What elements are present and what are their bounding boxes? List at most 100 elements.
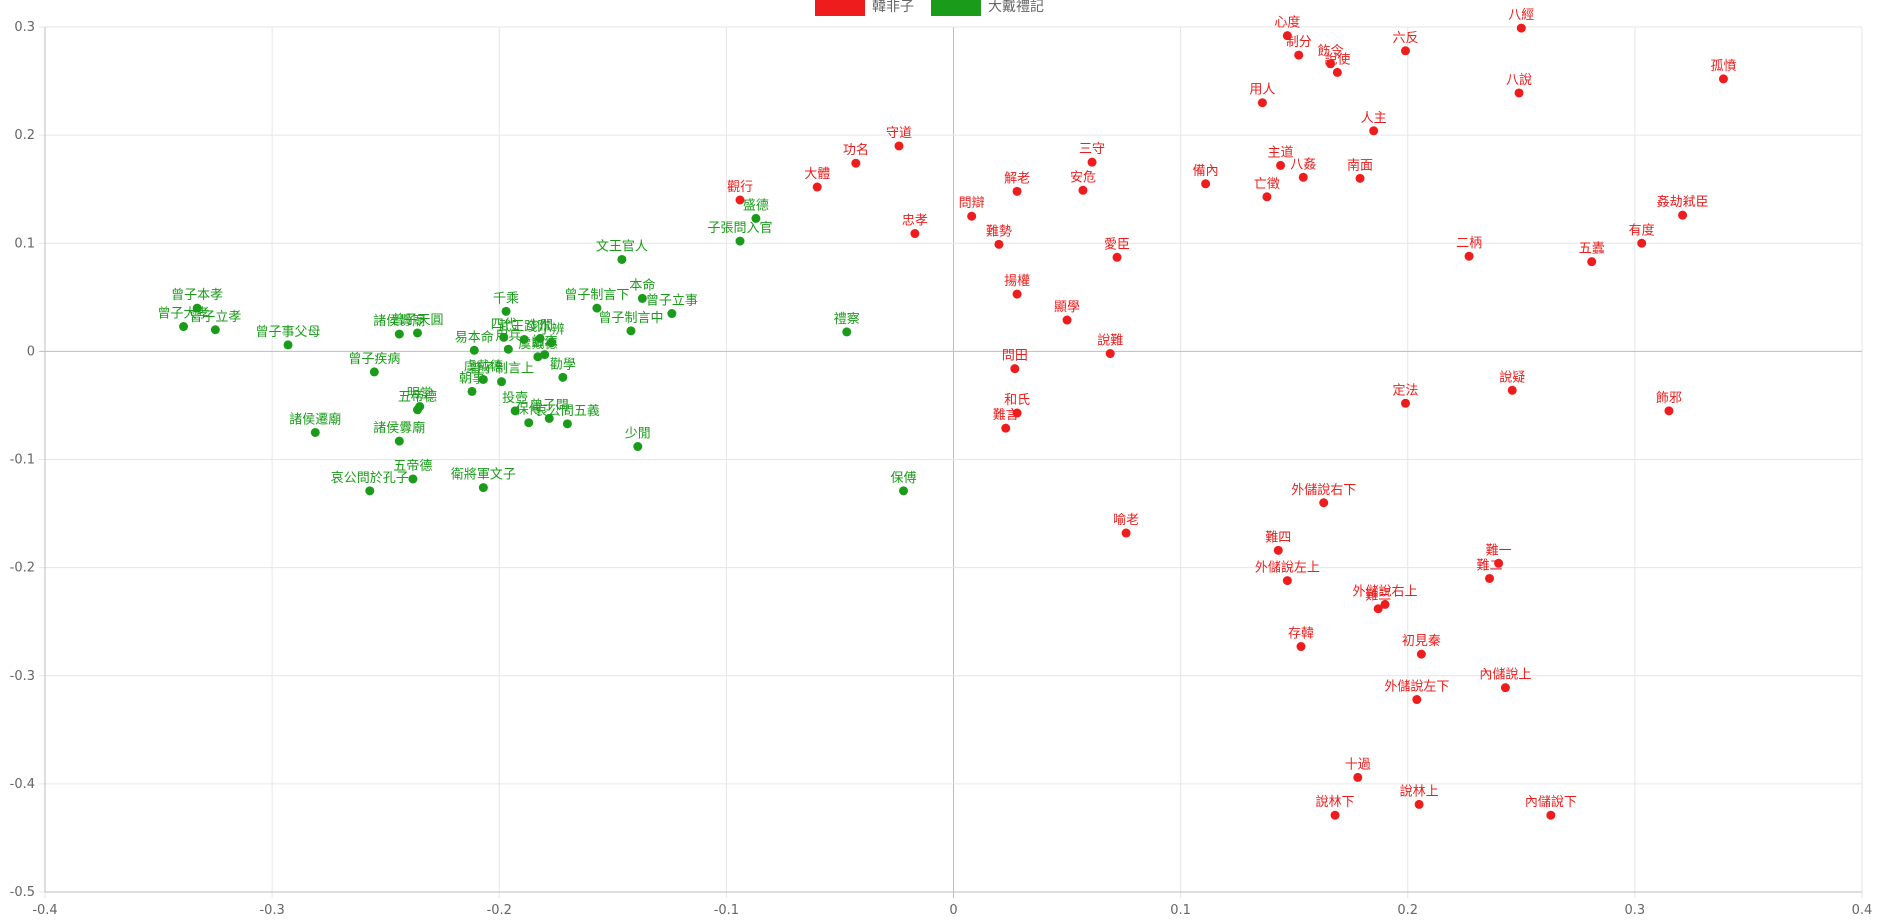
data-point[interactable] [394,436,404,446]
data-point[interactable] [524,418,534,428]
data-point[interactable] [394,329,404,339]
data-point[interactable] [1332,67,1342,77]
data-point[interactable] [1298,172,1308,182]
data-point[interactable] [735,195,745,205]
data-point[interactable] [412,405,422,415]
data-point[interactable] [1416,649,1426,659]
data-point[interactable] [1546,810,1556,820]
data-point[interactable] [851,158,861,168]
data-point[interactable] [365,486,375,496]
data-point[interactable] [1319,498,1329,508]
data-point[interactable] [192,303,202,313]
data-point[interactable] [812,182,822,192]
data-point[interactable] [1012,186,1022,196]
data-point[interactable] [667,309,677,319]
data-point[interactable] [478,374,488,384]
data-point[interactable] [544,413,554,423]
data-point[interactable] [1201,179,1211,189]
data-point[interactable] [1516,23,1526,33]
data-point[interactable] [842,327,852,337]
data-point[interactable] [503,344,513,354]
legend-label[interactable]: 大戴禮記 [988,0,1044,15]
data-point[interactable] [1353,772,1363,782]
data-point[interactable] [412,328,422,338]
data-point[interactable] [562,419,572,429]
data-point[interactable] [546,338,556,348]
data-point[interactable] [1257,98,1267,108]
data-point[interactable] [210,325,220,335]
data-point[interactable] [510,406,520,416]
legend-label[interactable]: 韓非子 [872,0,914,15]
data-point[interactable] [899,486,909,496]
data-point[interactable] [369,367,379,377]
data-point[interactable] [1273,545,1283,555]
data-point[interactable] [637,293,647,303]
data-point[interactable] [1262,192,1272,202]
data-point[interactable] [535,333,545,343]
legend[interactable]: 韓非子 大戴禮記 [815,0,1044,16]
data-point[interactable] [283,340,293,350]
data-point[interactable] [1078,185,1088,195]
data-point[interactable] [408,474,418,484]
data-point[interactable] [519,334,529,344]
data-point[interactable] [633,442,643,452]
data-point[interactable] [1112,252,1122,262]
legend-swatch[interactable] [931,0,981,16]
data-point[interactable] [1414,799,1424,809]
data-point[interactable] [1330,810,1340,820]
data-point[interactable] [469,345,479,355]
data-point[interactable] [735,236,745,246]
data-point[interactable] [1062,315,1072,325]
data-point[interactable] [467,386,477,396]
data-point[interactable] [1010,364,1020,374]
data-point[interactable] [1355,173,1365,183]
data-point[interactable] [751,213,761,223]
data-point[interactable] [1369,126,1379,136]
data-point[interactable] [1587,257,1597,267]
data-point[interactable] [1294,50,1304,60]
data-point[interactable] [478,483,488,493]
data-point[interactable] [592,303,602,313]
data-point[interactable] [617,254,627,264]
data-point[interactable] [1282,576,1292,586]
data-point[interactable] [499,332,509,342]
data-point[interactable] [1296,642,1306,652]
data-point[interactable] [1400,398,1410,408]
data-point[interactable] [1514,88,1524,98]
data-point[interactable] [310,427,320,437]
data-point[interactable] [497,377,507,387]
data-point[interactable] [894,141,904,151]
data-point[interactable] [501,306,511,316]
data-point[interactable] [1507,385,1517,395]
data-point[interactable] [1678,210,1688,220]
data-point[interactable] [1464,251,1474,261]
data-point[interactable] [1664,406,1674,416]
data-point[interactable] [1500,683,1510,693]
data-point[interactable] [1637,238,1647,248]
data-point[interactable] [1485,573,1495,583]
data-point[interactable] [1373,604,1383,614]
data-point[interactable] [1276,160,1286,170]
data-point[interactable] [1012,289,1022,299]
data-point[interactable] [1105,349,1115,359]
data-point[interactable] [1012,408,1022,418]
data-point[interactable] [1400,46,1410,56]
data-point[interactable] [1494,558,1504,568]
data-point[interactable] [910,229,920,239]
data-point[interactable] [1087,157,1097,167]
data-point[interactable] [1001,423,1011,433]
data-point[interactable] [967,211,977,221]
data-point[interactable] [179,322,189,332]
data-point[interactable] [540,350,550,360]
data-point[interactable] [558,372,568,382]
data-point[interactable] [1282,31,1292,41]
data-point[interactable] [994,239,1004,249]
legend-swatch[interactable] [815,0,865,16]
data-point[interactable] [1121,528,1131,538]
data-point[interactable] [1326,59,1336,69]
data-point[interactable] [626,326,636,336]
data-point[interactable] [533,352,543,362]
data-point[interactable] [1380,599,1390,609]
data-point[interactable] [1718,74,1728,84]
data-point[interactable] [1412,695,1422,705]
